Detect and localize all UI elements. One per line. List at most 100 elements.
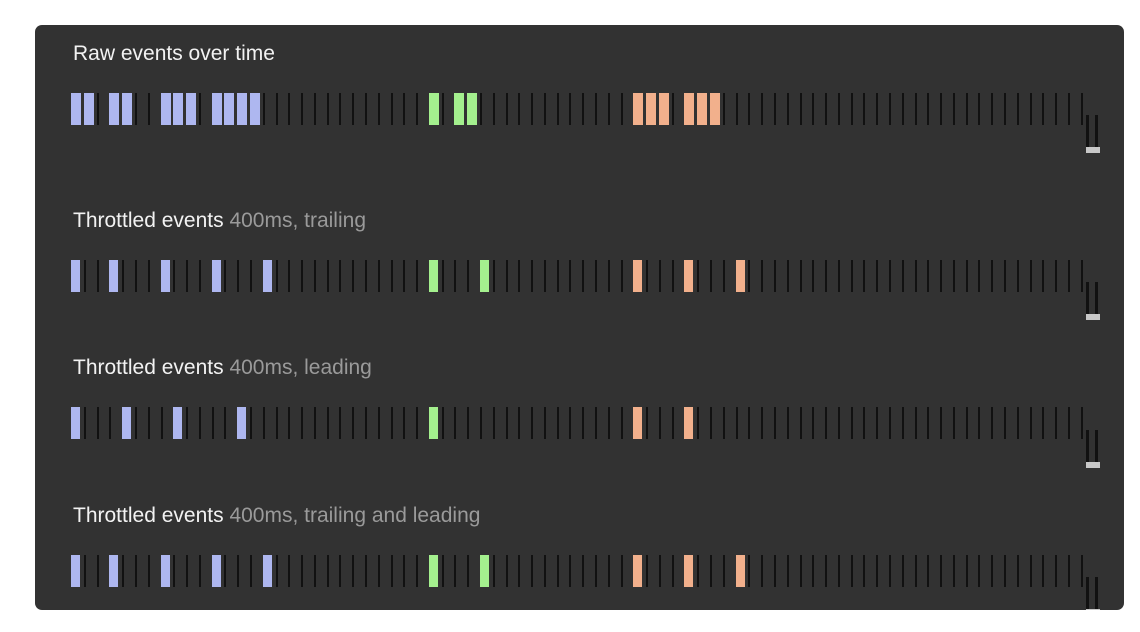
- timeline-tick: [262, 93, 265, 125]
- row-title-label: Throttled events: [73, 356, 224, 379]
- timeline-tick: [646, 260, 649, 292]
- row-subtitle: 400ms, leading: [229, 356, 372, 379]
- timeline-tick: [416, 260, 419, 292]
- timeline-row-trailing: Throttled events 400ms, trailing: [35, 200, 1124, 340]
- timeline-tick: [147, 555, 150, 587]
- timeline-tick: [556, 93, 559, 125]
- event-mark-orange: [633, 260, 643, 292]
- timeline-tick: [888, 93, 891, 125]
- timeline-tick: [1067, 407, 1070, 439]
- timeline-tick: [147, 93, 150, 125]
- timeline-tick: [569, 407, 572, 439]
- timeline-row-raw: Raw events over time: [35, 25, 1124, 165]
- timeline-tick: [812, 260, 815, 292]
- timeline-tick: [952, 407, 955, 439]
- timeline-tick: [1016, 407, 1019, 439]
- event-mark-blue: [211, 555, 221, 587]
- timeline-tick: [582, 93, 585, 125]
- event-mark-orange: [646, 93, 657, 125]
- timeline-tick: [275, 555, 278, 587]
- timeline-tick: [748, 93, 751, 125]
- timeline-tick: [1029, 93, 1032, 125]
- row-title: Throttled events 400ms, leading: [73, 355, 372, 381]
- timeline-row-trailing-leading: Throttled events 400ms, trailing and lea…: [35, 497, 1124, 610]
- timeline-tick: [825, 260, 827, 292]
- timeline-tick: [454, 555, 457, 587]
- timeline-tick: [620, 93, 623, 125]
- event-mark-blue: [109, 260, 119, 292]
- scrub-handle[interactable]: [1086, 430, 1100, 468]
- timeline-tick: [147, 407, 150, 439]
- timeline-tick: [301, 555, 303, 587]
- timeline-tick: [620, 555, 623, 587]
- timeline-tick: [390, 407, 393, 439]
- timeline-tick: [620, 260, 623, 292]
- timeline-tick: [786, 555, 789, 587]
- timeline-tick: [377, 555, 380, 587]
- timeline-tick: [773, 260, 776, 292]
- timeline-tick: [812, 555, 815, 587]
- timeline-tick: [313, 407, 316, 439]
- timeline-tick: [543, 407, 546, 439]
- timeline-tick: [186, 260, 188, 292]
- event-mark-blue: [173, 93, 184, 125]
- timeline-tick: [863, 93, 866, 125]
- timeline-tick: [786, 260, 789, 292]
- timeline-tick: [288, 555, 291, 587]
- scrub-handle[interactable]: [1086, 577, 1100, 610]
- timeline-tick: [377, 93, 380, 125]
- timeline-tick: [326, 555, 329, 587]
- scrub-handle[interactable]: [1086, 115, 1100, 153]
- timeline-tick: [249, 555, 252, 587]
- timeline-tick: [735, 93, 738, 125]
- row-title: Throttled events 400ms, trailing: [73, 208, 366, 234]
- timeline-tick: [96, 555, 99, 587]
- timeline-tick: [1080, 407, 1083, 439]
- timeline-tick: [364, 407, 367, 439]
- timeline-tick: [825, 93, 827, 125]
- timeline-tick: [441, 407, 444, 439]
- timeline-tick: [531, 407, 534, 439]
- event-mark-blue: [122, 93, 133, 125]
- row-title-label: Throttled events: [73, 504, 224, 527]
- timeline-tick: [607, 93, 610, 125]
- timeline-tick: [339, 260, 342, 292]
- timeline-tick: [198, 407, 201, 439]
- timeline-tick: [978, 407, 981, 439]
- timeline-tick: [927, 555, 930, 587]
- timeline-tick: [531, 93, 534, 125]
- timeline-tick: [160, 407, 163, 439]
- timeline-tick: [671, 93, 674, 125]
- timeline-tick: [1016, 260, 1019, 292]
- event-mark-blue: [173, 407, 183, 439]
- handle-bar-left: [1086, 430, 1089, 468]
- timeline-tick: [237, 260, 240, 292]
- event-mark-green: [428, 260, 438, 292]
- timeline-tick: [748, 407, 751, 439]
- timeline-tick: [467, 407, 470, 439]
- timeline-tick: [352, 407, 355, 439]
- timeline-tick: [352, 555, 355, 587]
- timeline-tick: [914, 407, 917, 439]
- timeline-tick: [710, 407, 712, 439]
- event-mark-blue: [211, 260, 221, 292]
- timeline-tick: [595, 93, 597, 125]
- event-mark-blue: [237, 93, 248, 125]
- scrub-handle[interactable]: [1086, 282, 1100, 320]
- timeline-tick: [505, 555, 508, 587]
- timeline-tick: [109, 407, 112, 439]
- timeline-tick: [275, 260, 278, 292]
- event-mark-blue: [109, 93, 120, 125]
- timeline-tick: [722, 407, 725, 439]
- timeline-tick: [952, 260, 955, 292]
- timeline-tick: [710, 555, 712, 587]
- event-mark-orange: [633, 93, 644, 125]
- timeline-tick: [569, 555, 572, 587]
- timeline-tick: [454, 260, 457, 292]
- timeline-tick: [607, 407, 610, 439]
- row-subtitle: 400ms, trailing and leading: [229, 504, 481, 527]
- timeline-tick: [697, 407, 700, 439]
- timeline-tick: [671, 260, 674, 292]
- timeline-tick: [876, 407, 879, 439]
- timeline-tick: [646, 555, 649, 587]
